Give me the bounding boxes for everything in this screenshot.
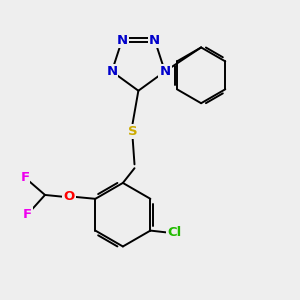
- Text: S: S: [128, 125, 137, 138]
- Text: N: N: [116, 34, 128, 47]
- Text: N: N: [106, 65, 117, 78]
- Text: N: N: [149, 34, 160, 47]
- Text: N: N: [159, 65, 170, 78]
- Text: F: F: [20, 171, 29, 184]
- Text: Cl: Cl: [167, 226, 182, 239]
- Text: F: F: [23, 208, 32, 221]
- Text: O: O: [63, 190, 75, 203]
